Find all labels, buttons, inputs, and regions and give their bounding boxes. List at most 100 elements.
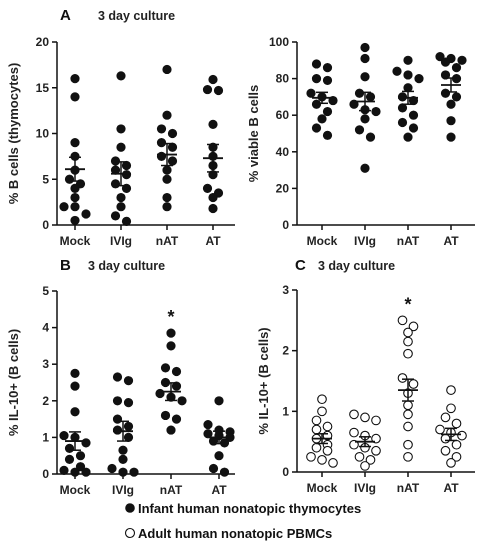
- y-tick-label: 0: [282, 465, 289, 479]
- legend-label: Infant human nonatopic thymocytes: [138, 501, 361, 516]
- data-point: [440, 88, 451, 98]
- data-point: [397, 373, 408, 383]
- data-point: [59, 465, 69, 475]
- data-point: [121, 170, 132, 180]
- y-axis-label: % viable B cells: [246, 85, 261, 183]
- x-tick-label: IVIg: [354, 234, 376, 248]
- data-point: [349, 427, 359, 438]
- data-point: [110, 211, 121, 221]
- data-point: [59, 430, 69, 441]
- x-tick-label: nAT: [160, 483, 183, 497]
- panel-title: 3 day culture: [98, 9, 175, 23]
- data-point: [322, 63, 333, 73]
- data-point: [306, 451, 316, 462]
- data-point: [365, 132, 376, 142]
- data-point: [166, 328, 176, 338]
- data-point: [311, 73, 322, 84]
- data-point: [81, 467, 91, 477]
- data-point: [311, 415, 322, 426]
- panel-letter: B: [60, 257, 71, 274]
- data-point: [160, 363, 171, 373]
- panel-title: 3 day culture: [318, 259, 395, 273]
- data-point: [219, 467, 230, 477]
- data-point: [118, 454, 128, 464]
- data-point: [81, 438, 91, 448]
- y-tick-label: 60: [276, 108, 290, 122]
- data-point: [360, 114, 370, 124]
- legend-label: Adult human nonatopic PBMCs: [138, 526, 332, 541]
- data-point: [446, 132, 456, 142]
- significance-mark: *: [167, 307, 174, 327]
- x-tick-label: AT: [205, 234, 221, 248]
- data-point: [451, 92, 462, 102]
- y-axis-label: % IL-10+ (B cells): [256, 327, 271, 434]
- data-point: [162, 110, 172, 120]
- data-point: [213, 85, 224, 96]
- data-point: [116, 202, 126, 212]
- legend-marker-open: [124, 527, 136, 539]
- data-point: [440, 433, 451, 444]
- data-point: [70, 192, 80, 203]
- data-point: [311, 424, 322, 435]
- data-point: [162, 192, 172, 203]
- data-point: [70, 138, 80, 148]
- data-point: [203, 419, 213, 430]
- data-point: [155, 388, 165, 399]
- data-point: [440, 70, 451, 80]
- x-tick-label: nAT: [156, 234, 179, 248]
- x-tick-label: nAT: [397, 481, 420, 495]
- x-tick-label: IVIg: [112, 483, 134, 497]
- y-tick-label: 3: [42, 357, 49, 371]
- data-point: [156, 138, 167, 148]
- data-point: [392, 66, 402, 76]
- data-point: [408, 321, 419, 332]
- data-point: [75, 451, 86, 461]
- data-point: [360, 163, 370, 173]
- data-point: [440, 412, 451, 423]
- data-point: [70, 467, 80, 477]
- data-point: [365, 455, 376, 465]
- data-point: [202, 84, 213, 95]
- data-point: [167, 156, 178, 166]
- data-point: [446, 116, 456, 126]
- data-point: [129, 467, 139, 477]
- data-point: [371, 106, 381, 117]
- chart-panel-a-right: 0 20 40 60 80 100 Mock IVIg nAT AT % viable B cell…: [246, 35, 475, 248]
- y-tick-label: 0: [42, 218, 49, 232]
- data-point: [397, 92, 408, 102]
- data-point: [166, 341, 176, 351]
- data-point: [123, 376, 134, 386]
- data-point: [317, 406, 327, 417]
- data-point: [70, 368, 80, 378]
- data-point: [451, 451, 462, 462]
- data-point: [208, 192, 218, 203]
- y-axis-label: % B cells (thymocytes): [6, 63, 21, 205]
- legend-marker-filled: [125, 503, 135, 513]
- data-point: [435, 52, 445, 62]
- data-point: [311, 442, 322, 453]
- data-point: [403, 451, 413, 462]
- y-axis-label: % IL-10+ (B cells): [6, 329, 21, 436]
- data-point: [440, 57, 451, 67]
- data-point: [70, 381, 80, 391]
- data-point: [403, 132, 413, 142]
- data-point: [64, 454, 75, 464]
- data-point: [403, 439, 413, 450]
- data-point: [360, 412, 370, 423]
- y-tick-label: 1: [42, 430, 49, 444]
- data-point: [202, 183, 213, 193]
- data-point: [397, 117, 408, 128]
- data-point: [59, 202, 69, 212]
- chart-panel-c: 0 1 2 3 Mock IVIg nAT AT % IL-10+ (B cells) C 3 da…: [256, 257, 475, 495]
- y-tick-label: 0: [282, 218, 289, 232]
- y-tick-label: 20: [36, 35, 50, 49]
- data-point: [349, 409, 359, 420]
- significance-mark: *: [404, 294, 411, 314]
- data-point: [110, 179, 121, 189]
- data-point: [317, 114, 327, 124]
- x-tick-label: Mock: [307, 234, 338, 248]
- data-point: [208, 463, 219, 474]
- data-point: [116, 71, 126, 81]
- data-point: [112, 396, 123, 406]
